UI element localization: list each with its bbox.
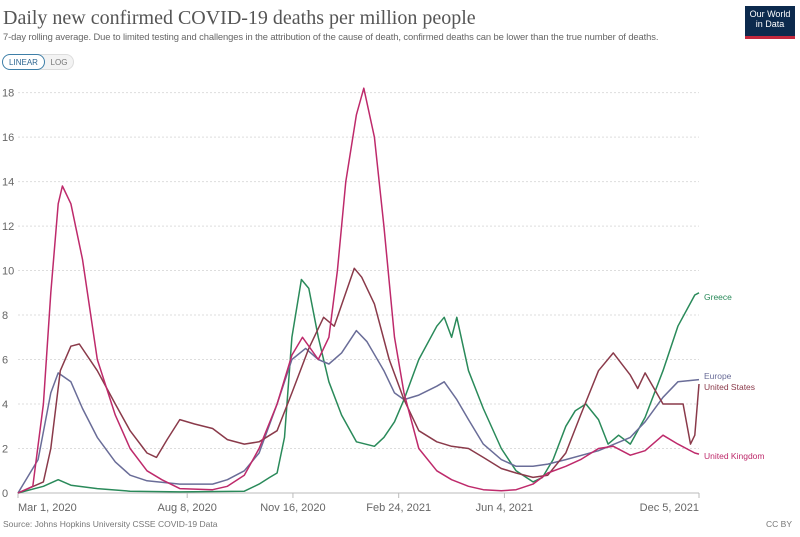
owid-logo[interactable]: Our World in Data <box>745 6 795 39</box>
x-tick-label: Dec 5, 2021 <box>640 502 699 514</box>
y-tick-label: 14 <box>2 177 14 189</box>
y-tick-label: 12 <box>2 221 14 233</box>
x-tick-label: Feb 24, 2021 <box>366 502 431 514</box>
series-line-united-kingdom <box>17 87 700 494</box>
series-line-europe <box>17 329 700 494</box>
legend-label-greece: Greece <box>704 292 732 302</box>
legend-label-united-states: United States <box>704 382 755 392</box>
series-line-united-states <box>17 267 700 494</box>
y-tick-label: 16 <box>2 132 14 144</box>
series-line-greece <box>17 278 700 494</box>
chart-title: Daily new confirmed COVID-19 deaths per … <box>3 7 476 29</box>
x-tick-label: Nov 16, 2020 <box>260 502 325 514</box>
y-tick-label: 2 <box>2 444 8 456</box>
license-link[interactable]: CC BY <box>766 519 792 529</box>
y-tick-label: 4 <box>2 399 8 411</box>
y-tick-label: 10 <box>2 266 14 278</box>
source-note: Source: Johns Hopkins University CSSE CO… <box>3 519 218 529</box>
linear-scale-button[interactable]: LINEAR <box>2 54 45 70</box>
x-tick-label: Jun 4, 2021 <box>476 502 534 514</box>
chart-subtitle: 7-day rolling average. Due to limited te… <box>3 31 659 42</box>
x-tick-label: Aug 8, 2020 <box>158 502 217 514</box>
y-tick-label: 8 <box>2 310 8 322</box>
x-tick-label: Mar 1, 2020 <box>18 502 77 514</box>
logo-text: Our World in Data <box>749 9 791 29</box>
legend-label-united-kingdom: United Kingdom <box>704 451 764 461</box>
y-tick-label: 0 <box>2 488 8 500</box>
legend-label-europe: Europe <box>704 371 732 381</box>
y-tick-label: 18 <box>2 88 14 100</box>
y-tick-label: 6 <box>2 355 8 367</box>
